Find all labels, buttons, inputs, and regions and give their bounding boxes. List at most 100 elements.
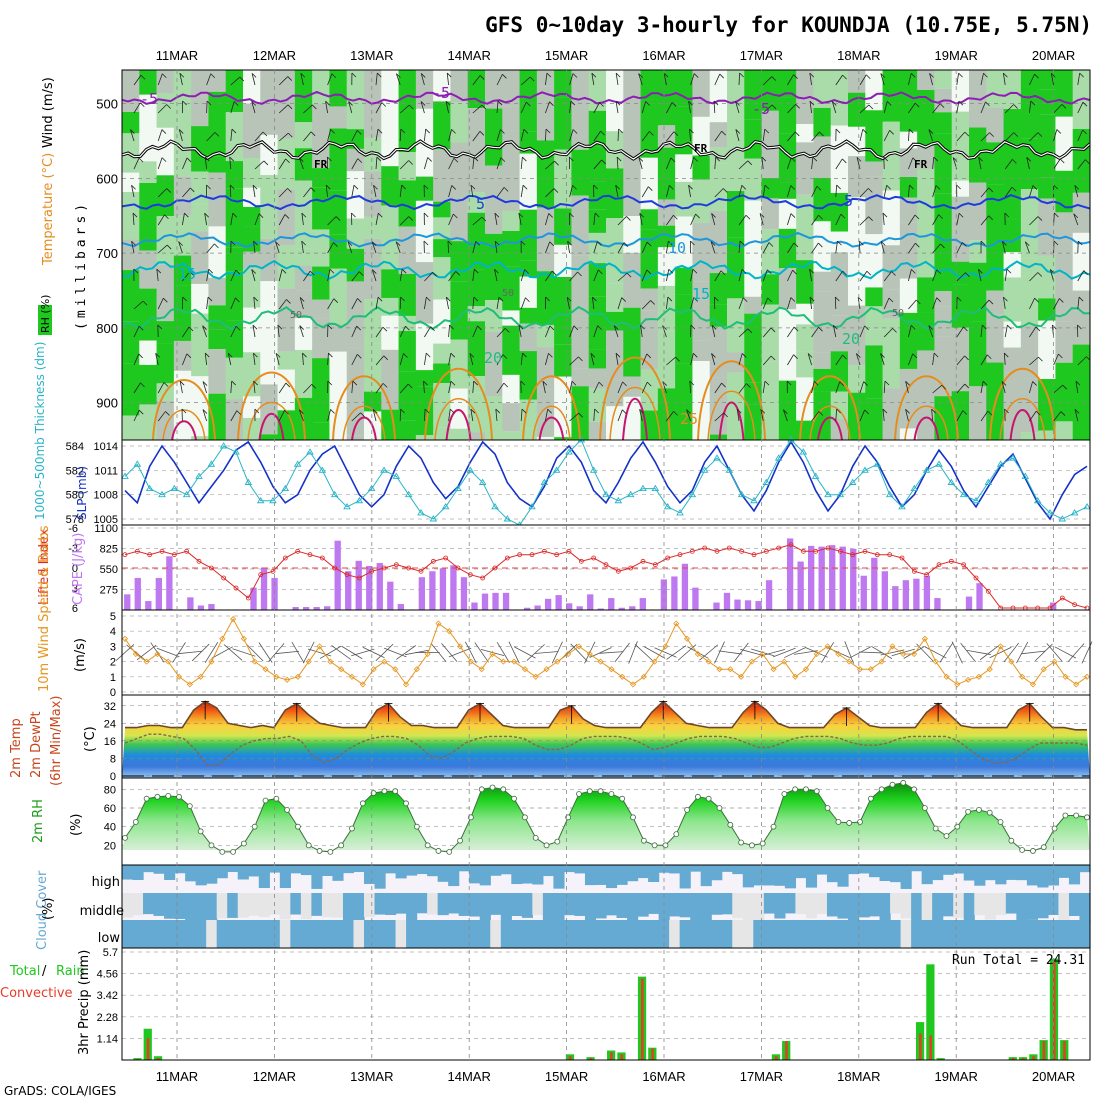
- wind-barb: [230, 76, 241, 86]
- wind10m-point: [197, 673, 204, 680]
- rh-point: [694, 793, 701, 800]
- precip-tick-label: 1.14: [97, 1033, 118, 1045]
- wind-barb: [520, 129, 525, 142]
- cloud-high-block: [953, 865, 965, 874]
- thickness-point: [898, 502, 906, 510]
- isotherm-dome: [162, 409, 206, 440]
- rh-cell: [951, 70, 970, 112]
- wind-barb: [399, 160, 409, 170]
- rh-cell: [398, 315, 417, 331]
- wind-barb: [1034, 73, 1039, 79]
- rh-cell: [692, 391, 711, 440]
- rh-point: [554, 838, 561, 845]
- li-point: [911, 568, 917, 574]
- rh-cell: [364, 171, 383, 217]
- cape-bar: [923, 575, 931, 610]
- cape-bar: [418, 577, 426, 610]
- cloud-low-block: [753, 920, 765, 948]
- rh-cell: [433, 70, 452, 102]
- cloud-high-block: [174, 865, 186, 874]
- rh-cell: [191, 376, 210, 397]
- wind-barb: [448, 158, 455, 170]
- rh-cell: [398, 70, 417, 111]
- rh-cell: [208, 226, 227, 278]
- wind-barb: [287, 104, 293, 110]
- thickness-point: [984, 478, 993, 485]
- wind10m-point: [835, 650, 842, 658]
- cloud-low-block: [206, 920, 218, 948]
- wind-barb: [450, 380, 456, 386]
- wind-barb: [204, 352, 210, 358]
- wind-barb: [325, 185, 328, 198]
- wind-barb: [450, 352, 456, 358]
- wind-barb: [284, 409, 289, 415]
- cloud-middle-block: [500, 893, 512, 921]
- wind-barb: [593, 269, 599, 282]
- wind-barb: [472, 157, 475, 170]
- cloud-low-block: [500, 920, 512, 948]
- rh-point: [122, 834, 128, 841]
- rh-cell: [467, 212, 486, 270]
- wind10m-barb: [960, 642, 976, 663]
- wind-barb: [713, 100, 719, 106]
- rh-tick-label: 40: [104, 822, 116, 834]
- cloud-high-block: [742, 865, 754, 888]
- cloud-high-block: [795, 865, 807, 879]
- wind-barb: [590, 353, 596, 358]
- li-tick-label: -3: [68, 543, 78, 555]
- rh-cell: [692, 70, 711, 117]
- wind-barb: [479, 75, 485, 80]
- wind-barb: [956, 242, 963, 254]
- wind-barb: [400, 296, 405, 302]
- wind10m-barb: [687, 646, 709, 659]
- wind-barb: [472, 381, 475, 394]
- wind-barb: [352, 380, 358, 386]
- wind-barb: [811, 186, 818, 198]
- wind-barb: [545, 353, 549, 366]
- cloud-high-block: [963, 865, 975, 881]
- cloud-middle-block: [427, 893, 439, 915]
- rh-cell: [606, 168, 625, 219]
- wind-barb: [690, 240, 695, 246]
- panel-titles: RH (%) Temperature (°C) Wind (m/s) (mill…: [0, 77, 124, 1055]
- wind10m-point: [370, 666, 377, 673]
- wind10m-point: [997, 643, 1004, 650]
- wind-barb: [690, 353, 694, 366]
- cape-bar: [713, 602, 720, 610]
- cloud-middle-block: [858, 893, 870, 918]
- wind-barb: [1012, 159, 1017, 164]
- wind-barb: [790, 157, 796, 162]
- wind-barb: [835, 213, 842, 226]
- cloud-low-block: [279, 920, 291, 948]
- wind-barb: [1077, 159, 1086, 170]
- rh-cell: [415, 262, 435, 324]
- cloud-high-block: [1058, 865, 1070, 878]
- wind-barb: [818, 242, 823, 248]
- wind-barb: [1001, 381, 1006, 394]
- rh-cell: [1020, 70, 1040, 139]
- wind-barb: [956, 355, 965, 366]
- rh-cell: [865, 161, 884, 177]
- date-label-bottom: 16MAR: [642, 1069, 685, 1084]
- wind10m-barb: [496, 641, 510, 663]
- rh-cell: [139, 182, 158, 251]
- wind-barb: [738, 215, 747, 226]
- rh-cell: [191, 283, 210, 314]
- thickness-point: [207, 460, 216, 467]
- rh-cell: [450, 339, 469, 389]
- wind-barb: [253, 380, 258, 386]
- rh-cell: [623, 70, 642, 105]
- wind-barb: [520, 157, 523, 170]
- wind-barb: [310, 131, 316, 137]
- wind-barb: [864, 409, 869, 415]
- isotherm-dome: [237, 371, 306, 440]
- li-point: [640, 558, 646, 564]
- wind-barb: [598, 381, 604, 387]
- wind-barb: [546, 72, 552, 78]
- cloud-high-block: [932, 865, 944, 881]
- rh-cell: [381, 166, 400, 206]
- wind-barb: [287, 76, 293, 81]
- cloud-low-block: [511, 920, 523, 948]
- cloud-high-block: [837, 865, 849, 887]
- isotherm-label: FR: [914, 158, 928, 171]
